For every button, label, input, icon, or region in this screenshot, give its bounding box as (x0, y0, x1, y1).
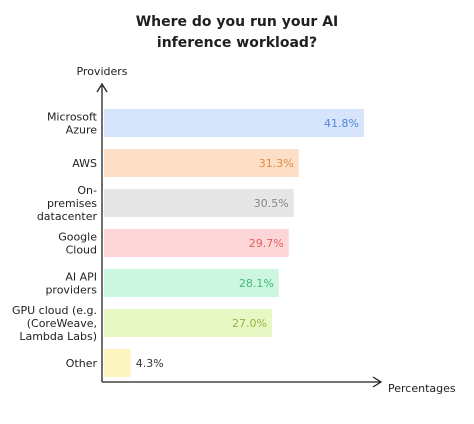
bar (104, 189, 294, 217)
category-label-line: Azure (66, 124, 98, 137)
bar-value-label: 30.5% (254, 197, 289, 210)
bar (104, 229, 289, 257)
category-label: Other (66, 357, 98, 370)
bar (104, 269, 279, 297)
bar (104, 309, 272, 337)
y-axis-arrow (96, 82, 108, 93)
category-label: AWS (72, 157, 97, 170)
bar (104, 349, 131, 377)
category-label: AI API providers (45, 271, 97, 297)
x-axis-arrow (372, 376, 383, 388)
bar (104, 149, 299, 177)
category-label-line: premises (47, 197, 97, 210)
category-label-line: AI API (65, 271, 97, 284)
category-label-line: AWS (72, 157, 97, 170)
category-label: Google Cloud (58, 231, 97, 257)
y-axis-label: Providers (76, 65, 127, 78)
category-label-line: On- (77, 184, 97, 197)
category-label-line: Other (66, 357, 98, 370)
category-label-line: (CoreWeave, (27, 317, 97, 330)
chart-title: Where do you run your AI inference worklo… (136, 14, 339, 51)
bar (104, 109, 364, 137)
category-label-line: Lambda Labs) (19, 330, 97, 343)
category-label-line: Microsoft (47, 111, 98, 124)
category-label-line: providers (45, 284, 97, 297)
bar-value-label: 27.0% (232, 317, 267, 330)
chart-title-line: Where do you run your AI (136, 14, 339, 30)
category-label: GPU cloud (e.g. (CoreWeave, Lambda Labs) (12, 304, 97, 343)
bar-value-label: 29.7% (249, 237, 284, 250)
x-axis-label: Percentages (388, 382, 456, 395)
category-label-line: Google (58, 231, 97, 244)
bar-value-label: 28.1% (239, 277, 274, 290)
category-label-line: GPU cloud (e.g. (12, 304, 97, 317)
chart-title-line: inference workload? (157, 35, 317, 51)
bar-value-label: 4.3% (136, 357, 164, 370)
category-label: Microsoft Azure (47, 111, 98, 137)
category-label: On-premises datacenter (37, 184, 98, 223)
bar-value-label: 41.8% (324, 117, 359, 130)
bar-value-label: 31.3% (259, 157, 294, 170)
category-label-line: datacenter (37, 210, 98, 223)
bars-layer: 41.8% Microsoft Azure 31.3% AWS 30.5% On-premi… (12, 109, 364, 377)
category-label-line: Cloud (66, 244, 97, 257)
